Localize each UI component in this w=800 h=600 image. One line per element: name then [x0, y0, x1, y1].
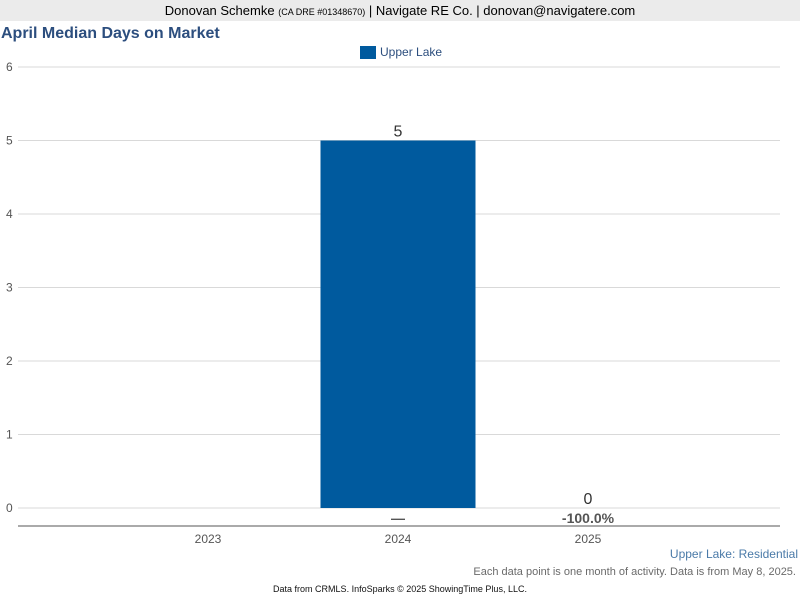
data-note: Each data point is one month of activity…	[473, 566, 796, 578]
legend-swatch	[360, 45, 376, 59]
agent-name: Donovan Schemke	[164, 3, 275, 18]
agent-contact: | Navigate RE Co. | donovan@navigatere.c…	[368, 3, 636, 18]
y-tick-label: 5	[6, 134, 13, 148]
y-tick-label: 2	[6, 354, 13, 368]
x-tick-label: 2024	[385, 532, 412, 546]
change-label: -100.0%	[562, 510, 615, 526]
legend[interactable]: Upper Lake	[360, 45, 442, 59]
legend-label: Upper Lake	[380, 45, 443, 59]
y-tick-label: 6	[6, 60, 13, 74]
x-tick-label: 2025	[575, 532, 602, 546]
chart-caption: Upper Lake: Residential	[669, 547, 798, 561]
data-label: 0	[584, 491, 593, 508]
y-tick-label: 1	[6, 428, 13, 442]
change-label: —	[391, 510, 405, 526]
chart-title: April Median Days on Market	[1, 25, 220, 42]
data-credit: Data from CRMLS. InfoSparks © 2025 Showi…	[273, 584, 527, 594]
agent-license: (CA DRE #01348670)	[278, 7, 366, 17]
x-tick-label: 2023	[195, 532, 222, 546]
agent-header: Donovan Schemke (CA DRE #01348670) | Nav…	[0, 0, 800, 21]
bar	[320, 140, 476, 508]
y-tick-label: 4	[6, 207, 13, 221]
y-tick-label: 3	[6, 281, 13, 295]
y-tick-label: 0	[6, 501, 13, 515]
data-label: 5	[394, 124, 403, 141]
